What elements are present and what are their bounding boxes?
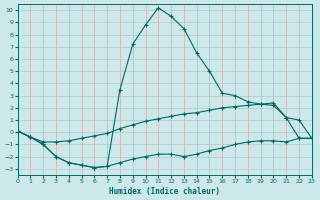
X-axis label: Humidex (Indice chaleur): Humidex (Indice chaleur)	[109, 187, 220, 196]
